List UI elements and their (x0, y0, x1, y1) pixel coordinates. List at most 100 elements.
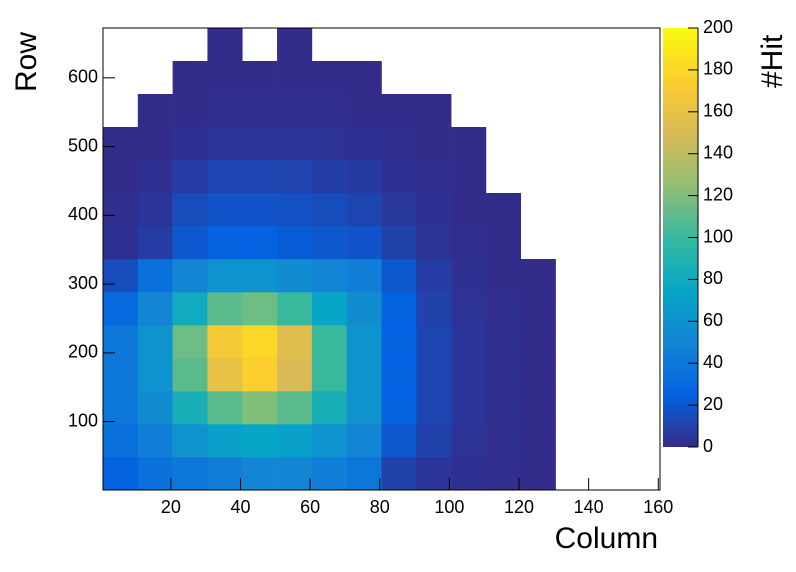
heatmap-cell (451, 391, 487, 425)
heatmap-cell (311, 61, 347, 95)
heatmap-cell (172, 292, 208, 326)
heatmap-cell (311, 160, 347, 194)
heatmap-cell (103, 391, 139, 425)
colorbar-tick-label: 180 (703, 59, 733, 79)
heatmap-cell (520, 325, 556, 359)
heatmap-cell (172, 358, 208, 392)
heatmap-cell (207, 424, 243, 458)
heatmap-cell (207, 61, 243, 95)
heatmap-cell (311, 94, 347, 128)
heatmap-cell (485, 457, 522, 491)
heatmap-cell (485, 226, 522, 260)
heatmap-cell (172, 61, 208, 95)
heatmap-cell (242, 259, 278, 293)
heatmap-cell (242, 193, 278, 227)
heatmap-cell (103, 127, 139, 161)
heatmap-cell (277, 391, 313, 425)
x-tick-label: 40 (230, 497, 250, 517)
heatmap-cell (346, 391, 382, 425)
x-tick-label: 80 (370, 497, 390, 517)
heatmap-cell (137, 226, 173, 260)
heatmap-cell (137, 457, 173, 491)
heatmap-cell (242, 391, 278, 425)
heatmap-cell (242, 292, 278, 326)
heatmap-cell (311, 259, 347, 293)
heatmap-cell (103, 160, 139, 194)
heatmap-cell (381, 325, 417, 359)
heatmap-cell (520, 292, 556, 326)
colorbar-tick-label: 0 (703, 436, 713, 456)
colorbar-tick-label: 140 (703, 142, 733, 162)
heatmap-cell (416, 127, 452, 161)
heatmap-cell (137, 325, 173, 359)
heatmap-cell (242, 94, 278, 128)
heatmap-cell (346, 259, 382, 293)
heatmap-cell (485, 358, 522, 392)
heatmap-cell (381, 127, 417, 161)
heatmap-cell (207, 325, 243, 359)
heatmap-cell (172, 259, 208, 293)
heatmap-cell (346, 193, 382, 227)
colorbar-label: #Hit (756, 34, 789, 88)
x-tick-label: 60 (300, 497, 320, 517)
y-tick-label: 400 (68, 204, 98, 224)
heatmap-cell (416, 259, 452, 293)
heatmap-cell (451, 325, 487, 359)
heatmap-cell (346, 358, 382, 392)
heatmap-cell (242, 127, 278, 161)
heatmap-cell (416, 457, 452, 491)
heatmap-cell (172, 424, 208, 458)
heatmap-cell (137, 391, 173, 425)
y-axis-label: Row (10, 32, 43, 92)
heatmap-cell (242, 457, 278, 491)
heatmap-cell (311, 424, 347, 458)
heatmap-cell (346, 94, 382, 128)
heatmap-cell (277, 457, 313, 491)
heatmap-cell (416, 160, 452, 194)
heatmap-cell (277, 325, 313, 359)
heatmap-cell (520, 358, 556, 392)
heatmap-cell (207, 28, 243, 62)
heatmap-cell (277, 424, 313, 458)
heatmap-cell (520, 424, 556, 458)
colorbar-tick-label: 60 (703, 310, 723, 330)
heatmap-cell (137, 94, 173, 128)
heatmap-cell (137, 358, 173, 392)
heatmap-cell (346, 292, 382, 326)
heatmap-cell (451, 358, 487, 392)
heatmap-cell (311, 226, 347, 260)
colorbar-tick-label: 40 (703, 352, 723, 372)
heatmap-cell (103, 292, 139, 326)
heatmap-cell (277, 127, 313, 161)
heatmap-cell (520, 259, 556, 293)
heatmap-cell (416, 226, 452, 260)
heatmap-cell (242, 358, 278, 392)
x-tick-label: 160 (643, 497, 673, 517)
heatmap-cell (451, 226, 487, 260)
heatmap-cell (277, 358, 313, 392)
heatmap-cell (346, 457, 382, 491)
heatmap-cell (207, 358, 243, 392)
heatmap-cell (103, 358, 139, 392)
heatmap-cell (311, 127, 347, 161)
x-tick-label: 20 (161, 497, 181, 517)
heatmap-cell (381, 193, 417, 227)
heatmap-cell (346, 160, 382, 194)
heatmap-cell (416, 193, 452, 227)
heatmap-cell (207, 127, 243, 161)
heatmap-cell (416, 424, 452, 458)
heatmap-cell (346, 61, 382, 95)
heatmap-cell (103, 259, 139, 293)
heatmap-cell (137, 292, 173, 326)
heatmap-cell (103, 424, 139, 458)
heatmap-cell (346, 127, 382, 161)
heatmap-cell (277, 28, 313, 62)
heatmap-cell (520, 457, 556, 491)
heatmap-cell (451, 160, 487, 194)
heatmap-cell (346, 325, 382, 359)
y-tick-label: 100 (68, 410, 98, 430)
heatmap-cell (207, 259, 243, 293)
heatmap-cell (381, 457, 417, 491)
heatmap-cell (277, 259, 313, 293)
